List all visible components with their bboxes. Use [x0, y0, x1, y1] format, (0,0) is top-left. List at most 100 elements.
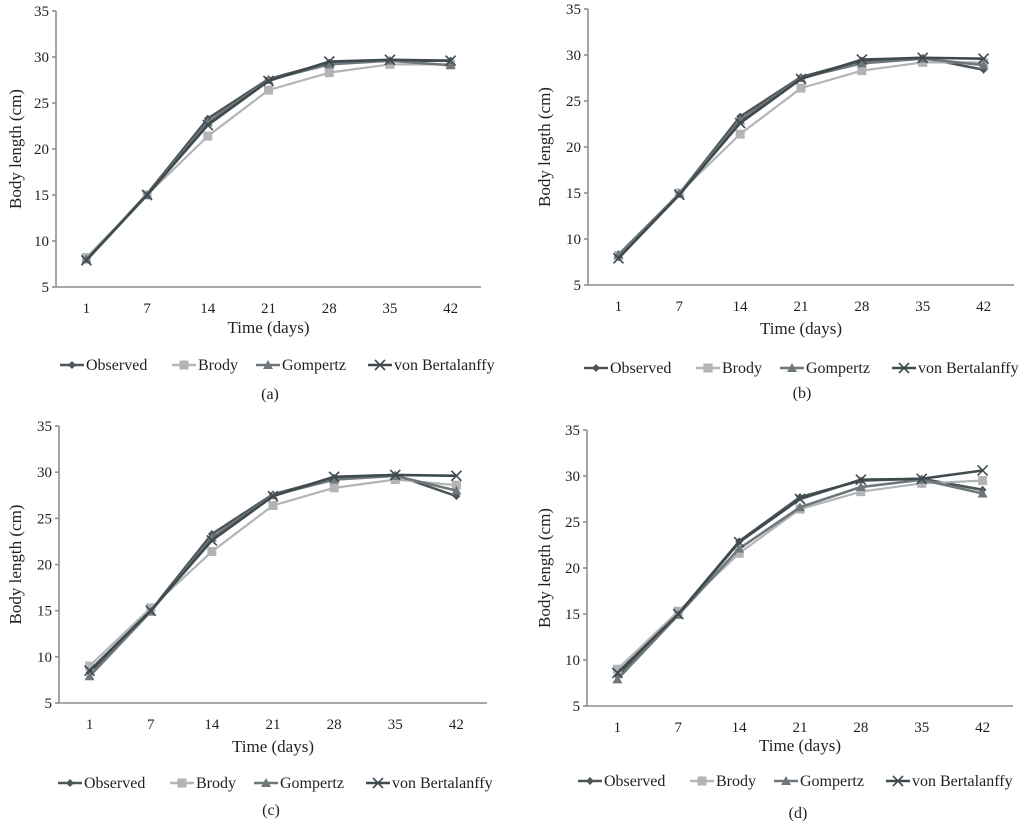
data-point: [795, 502, 805, 512]
legend-item: Gompertz: [780, 360, 870, 377]
legend-item: Observed: [584, 360, 671, 377]
legend-marker-triangle-icon: [781, 776, 791, 785]
data-point: [794, 493, 806, 505]
legend-marker-x-icon: [892, 775, 904, 787]
legend-item: Gompertz: [256, 357, 346, 374]
legend-marker-x-icon: [898, 362, 910, 374]
y-axis-title: Body length (cm): [6, 89, 25, 209]
data-point: [611, 667, 623, 679]
y-tick-label: 10: [566, 232, 581, 248]
y-axis-title: Body length (cm): [6, 505, 25, 625]
series-brody: [81, 59, 456, 263]
legend-item: von Bertalanffy: [886, 773, 1013, 790]
series-von-bertalanffy: [84, 469, 462, 677]
y-tick-label: 25: [37, 511, 52, 527]
x-tick-label: 35: [382, 301, 397, 317]
data-point: [451, 480, 461, 490]
legend-marker-diamond-icon: [592, 364, 600, 372]
data-point: [612, 252, 624, 264]
data-point: [264, 85, 273, 95]
series-brody: [613, 57, 989, 261]
chart-panel-c: 5 10 15 20 25 30 35 1 7 14 21 28 35 42 Time (days) Body…: [6, 419, 493, 819]
legend-item: von Bertalanffy: [366, 775, 493, 792]
legend-label: Gompertz: [282, 357, 346, 374]
y-tick-label: 30: [37, 465, 52, 481]
y-tick-label: 10: [37, 650, 52, 666]
legend: Observed Brody Gompertz von Bertalanffy: [58, 775, 493, 792]
y-tick-label: 20: [566, 140, 581, 156]
legend-item: Brody: [696, 360, 762, 377]
x-tick-label: 28: [854, 299, 869, 315]
y-tick-label: 15: [37, 604, 52, 620]
y-tick-label: 5: [45, 696, 53, 712]
legend-label: Gompertz: [806, 360, 870, 377]
y-tick-label: 20: [34, 142, 49, 158]
data-point: [329, 474, 340, 484]
x-tick-label: 21: [266, 717, 281, 733]
y-tick-label: 35: [34, 4, 49, 20]
data-point: [856, 54, 868, 66]
legend-label: Brody: [722, 360, 762, 377]
data-point: [733, 536, 745, 548]
y-tick-label: 35: [566, 2, 581, 18]
x-axis-title: Time (days): [759, 736, 841, 755]
y-tick-label: 35: [565, 423, 580, 439]
data-point: [796, 83, 806, 93]
legend-marker-square-icon: [697, 776, 707, 786]
data-point: [141, 189, 153, 201]
y-tick-label: 5: [42, 280, 50, 296]
x-tick-label: 7: [675, 720, 683, 736]
legend-marker-diamond-icon: [66, 779, 74, 787]
legend-marker-diamond-icon: [68, 361, 76, 369]
data-point: [856, 58, 867, 68]
legend-label: Brody: [198, 357, 238, 374]
y-tick-label: 25: [34, 96, 49, 112]
data-point: [384, 54, 396, 66]
legend-item: Gompertz: [774, 773, 864, 790]
x-tick-label: 14: [204, 717, 220, 733]
series-brody: [85, 475, 461, 671]
chart-panel-a: 5 10 15 20 25 30 35 1 7 14 21 28 35 42 Time (days) Body…: [6, 4, 495, 403]
x-axis-title: Time (days): [232, 737, 314, 756]
data-point: [673, 189, 685, 201]
x-tick-label: 7: [147, 717, 155, 733]
y-tick-label: 15: [566, 186, 581, 202]
x-tick-label: 28: [853, 720, 868, 736]
panel-caption: (b): [793, 385, 812, 402]
legend-item: von Bertalanffy: [368, 357, 495, 374]
x-tick-label: 28: [322, 301, 337, 317]
x-tick-label: 42: [443, 301, 458, 317]
y-tick-label: 20: [565, 561, 580, 577]
data-point: [323, 56, 335, 68]
y-tick-label: 10: [565, 653, 580, 669]
x-tick-label: 35: [914, 720, 929, 736]
y-axis-title: Body length (cm): [535, 87, 554, 207]
series-gompertz: [612, 474, 988, 684]
x-tick-label: 42: [449, 717, 464, 733]
data-point: [977, 464, 989, 477]
series-von-bertalanffy: [80, 54, 457, 266]
data-point: [324, 68, 334, 78]
data-point: [267, 490, 279, 502]
x-tick-label: 21: [261, 301, 276, 317]
data-point: [612, 674, 623, 684]
y-tick-label: 15: [34, 188, 49, 204]
y-tick-label: 30: [34, 50, 49, 66]
legend-item: Brody: [690, 773, 756, 790]
data-point: [450, 470, 462, 482]
data-point: [268, 500, 278, 510]
x-tick-label: 35: [915, 299, 930, 315]
data-point: [329, 483, 339, 493]
x-tick-label: 21: [794, 299, 809, 315]
data-point: [202, 119, 214, 131]
legend-item: Observed: [58, 775, 145, 792]
legend-marker-triangle-icon: [261, 778, 271, 787]
y-tick-label: 25: [565, 515, 580, 531]
legend-label: Brody: [716, 773, 756, 790]
legend-item: Brody: [172, 357, 238, 374]
legend: Observed Brody Gompertz von Bertalanffy: [578, 773, 1013, 790]
x-axis-title: Time (days): [227, 318, 309, 337]
y-tick-label: 30: [565, 469, 580, 485]
data-point: [85, 661, 95, 671]
y-tick-label: 35: [37, 419, 52, 435]
